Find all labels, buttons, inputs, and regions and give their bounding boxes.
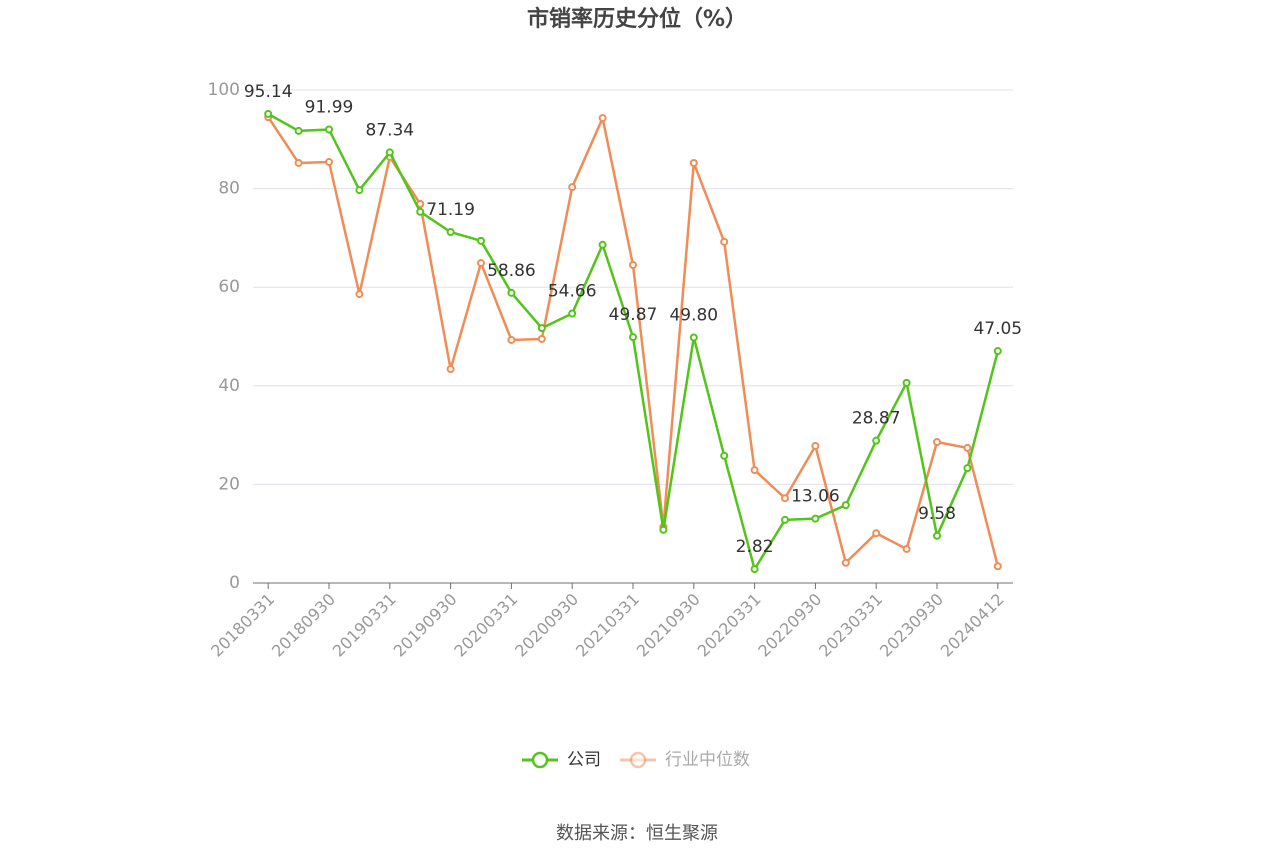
x-tick-label: 20230930 bbox=[876, 590, 947, 661]
x-tick-label: 20180331 bbox=[207, 590, 278, 661]
data-point bbox=[325, 157, 333, 166]
data-point bbox=[507, 288, 516, 297]
x-tick-label: 20230331 bbox=[815, 590, 886, 661]
data-point bbox=[294, 126, 303, 135]
y-tick-label: 40 bbox=[218, 376, 240, 396]
data-point bbox=[355, 186, 364, 195]
data-label: 87.34 bbox=[365, 120, 414, 140]
data-point bbox=[750, 466, 759, 475]
data-label: 95.14 bbox=[244, 82, 293, 102]
data-point bbox=[781, 494, 789, 503]
data-point bbox=[446, 365, 455, 374]
data-point bbox=[537, 334, 546, 343]
x-tick-label: 20210930 bbox=[633, 590, 704, 661]
data-label: 71.19 bbox=[426, 200, 475, 220]
x-tick-label: 20190930 bbox=[390, 590, 461, 661]
data-point bbox=[993, 562, 1002, 571]
data-point bbox=[993, 347, 1002, 356]
data-point bbox=[568, 309, 577, 318]
data-label: 9.58 bbox=[918, 504, 956, 524]
data-point bbox=[446, 228, 455, 237]
data-point bbox=[264, 109, 273, 118]
data-point bbox=[933, 531, 941, 540]
data-point bbox=[963, 443, 972, 452]
data-point bbox=[902, 378, 911, 387]
legend-marker[interactable] bbox=[629, 751, 647, 769]
x-tick-label: 20210331 bbox=[572, 590, 643, 661]
data-point bbox=[841, 558, 850, 567]
data-point bbox=[811, 441, 820, 450]
data-label: 49.87 bbox=[609, 305, 658, 325]
y-tick-label: 60 bbox=[218, 277, 240, 297]
data-point bbox=[689, 333, 698, 342]
data-point bbox=[294, 158, 303, 167]
x-tick-label: 20240412 bbox=[937, 590, 1008, 661]
data-point bbox=[325, 125, 333, 134]
data-point bbox=[629, 261, 637, 270]
data-point bbox=[385, 148, 394, 157]
data-point bbox=[872, 529, 881, 538]
data-point bbox=[629, 333, 637, 342]
data-point bbox=[841, 501, 850, 510]
x-tick-label: 20190331 bbox=[329, 590, 400, 661]
data-point bbox=[720, 237, 729, 246]
x-tick-label: 20220331 bbox=[694, 590, 765, 661]
data-point bbox=[902, 544, 911, 553]
chart-title: 市销率历史分位（%） bbox=[527, 6, 747, 32]
legend-label[interactable]: 行业中位数 bbox=[665, 750, 750, 770]
data-label: 47.05 bbox=[973, 319, 1022, 339]
data-point bbox=[537, 324, 546, 333]
legend-label[interactable]: 公司 bbox=[567, 750, 601, 770]
data-point bbox=[933, 438, 941, 447]
legend-marker[interactable] bbox=[531, 751, 549, 769]
x-tick-label: 20200930 bbox=[511, 590, 582, 661]
data-point bbox=[568, 183, 577, 192]
x-tick-label: 20180930 bbox=[268, 590, 339, 661]
data-point bbox=[872, 436, 881, 445]
source: 数据来源：恒生聚源 bbox=[556, 823, 718, 844]
data-point bbox=[355, 290, 364, 299]
data-point bbox=[477, 259, 485, 268]
data-point bbox=[507, 335, 516, 344]
y-tick-label: 80 bbox=[218, 179, 240, 199]
data-label: 28.87 bbox=[852, 409, 901, 429]
x-tick-label: 20220930 bbox=[754, 590, 825, 661]
y-tick-label: 20 bbox=[218, 474, 240, 494]
data-point bbox=[689, 158, 698, 167]
x-tick-label: 20200331 bbox=[450, 590, 521, 661]
data-point bbox=[720, 451, 729, 460]
data-label: 58.86 bbox=[487, 261, 536, 281]
data-point bbox=[963, 464, 972, 473]
series-line bbox=[267, 112, 1000, 573]
data-point bbox=[598, 114, 607, 123]
data-point bbox=[598, 240, 607, 249]
data-point bbox=[781, 515, 789, 524]
data-point bbox=[750, 565, 759, 574]
data-point bbox=[659, 525, 668, 534]
y-tick-label: 0 bbox=[229, 573, 240, 593]
data-label: 49.80 bbox=[669, 305, 718, 325]
data-label: 13.06 bbox=[791, 487, 840, 507]
data-label: 54.66 bbox=[548, 282, 597, 302]
y-tick-label: 100 bbox=[208, 80, 240, 100]
data-label: 91.99 bbox=[305, 97, 354, 117]
data-point bbox=[416, 207, 425, 216]
data-point bbox=[477, 236, 485, 245]
data-point bbox=[811, 514, 820, 523]
data-label: 2.82 bbox=[736, 537, 774, 557]
